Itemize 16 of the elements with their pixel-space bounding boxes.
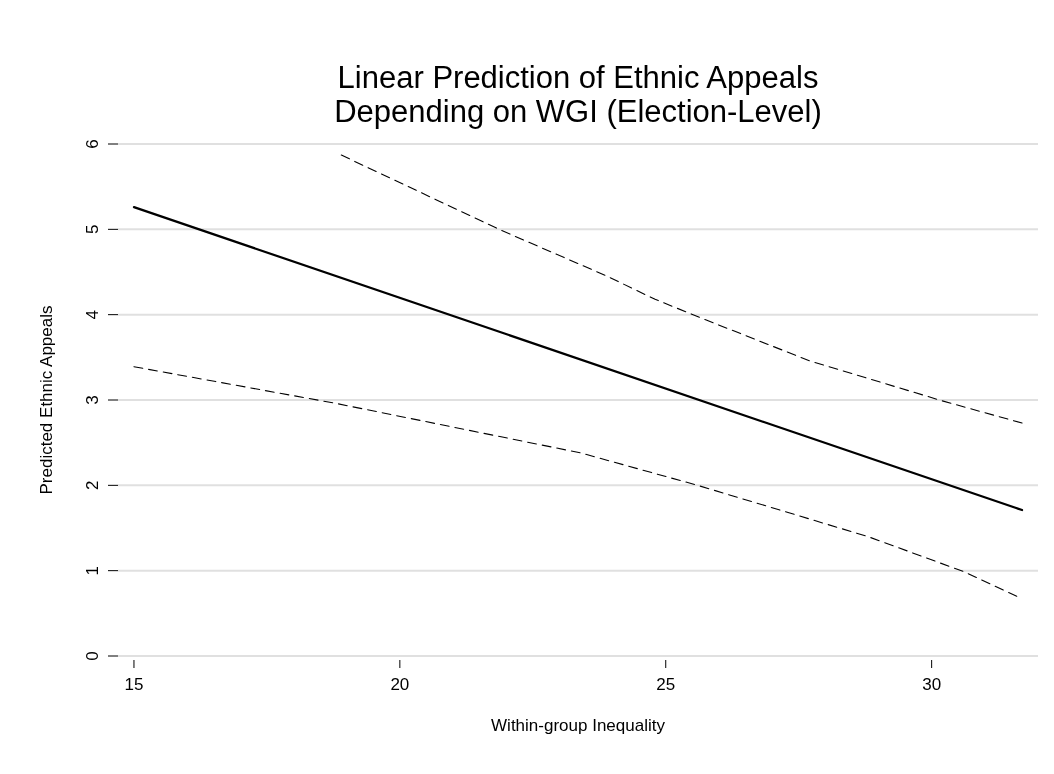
x-tick-label: 25 [656, 675, 676, 694]
chart-title: Linear Prediction of Ethnic Appeals Depending on WGI (Election-Level) [334, 60, 822, 129]
y-tick-label: 3 [83, 395, 102, 405]
x-axis-title: Within-group Inequality [491, 716, 666, 735]
y-tick-label: 4 [83, 309, 102, 320]
line-series [340, 154, 1023, 424]
line-series [133, 366, 1018, 597]
y-tick-label: 2 [83, 480, 102, 491]
x-tick-label: 20 [390, 675, 410, 694]
x-tick-label: 15 [124, 675, 144, 694]
y-tick-label: 1 [83, 565, 102, 576]
y-tick-label: 6 [83, 139, 102, 149]
x-tick-label: 30 [922, 675, 942, 694]
y-axis-title: Predicted Ethnic Appeals [37, 305, 56, 495]
y-tick-label: 5 [83, 224, 102, 235]
y-tick-label: 0 [83, 651, 102, 661]
